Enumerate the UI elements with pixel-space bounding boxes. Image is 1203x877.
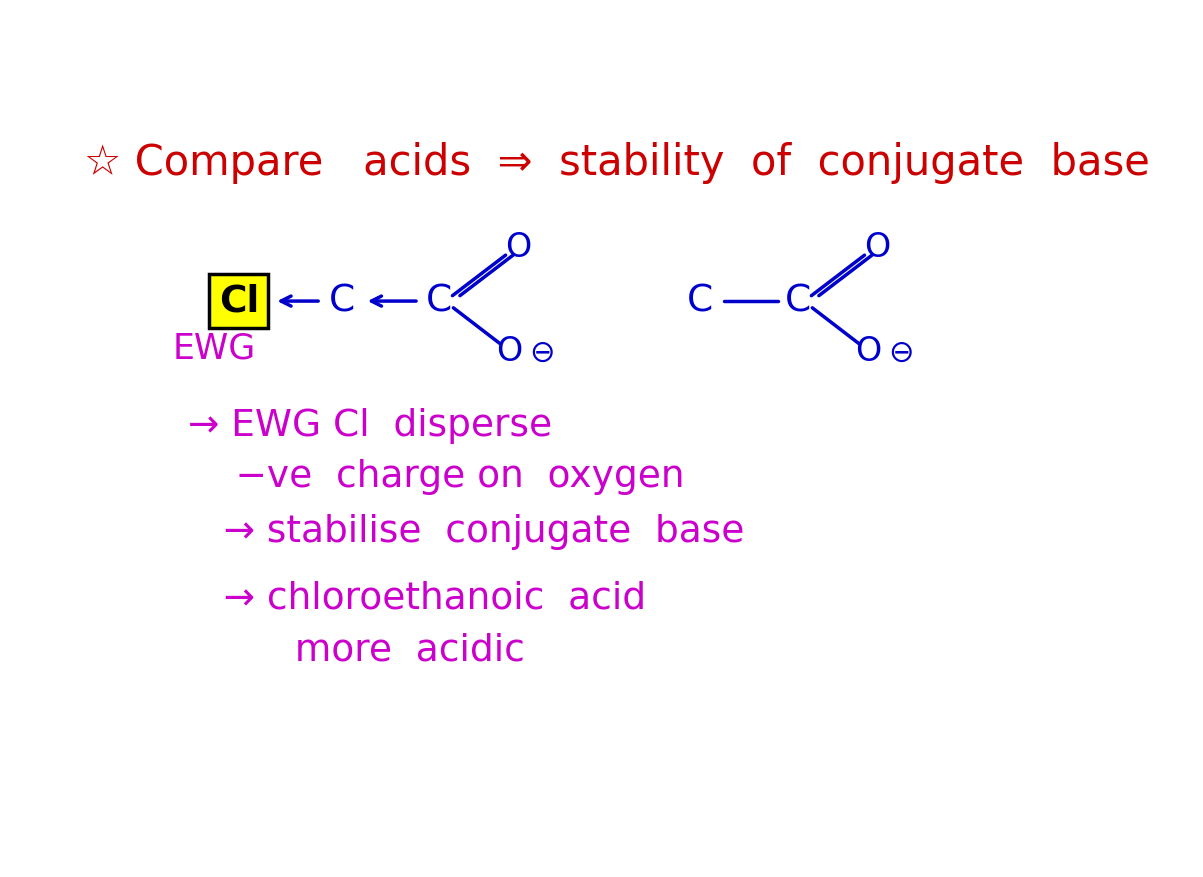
Text: O: O — [855, 335, 882, 368]
Text: C: C — [786, 283, 812, 319]
Text: C: C — [328, 283, 355, 319]
Text: ☆ Compare   acids  ⇒  stability  of  conjugate  base: ☆ Compare acids ⇒ stability of conjugate… — [83, 142, 1150, 184]
Text: Cl: Cl — [219, 283, 259, 319]
Text: EWG: EWG — [172, 332, 255, 366]
Text: → EWG Cl  disperse: → EWG Cl disperse — [188, 408, 552, 444]
Text: ⊖: ⊖ — [529, 339, 555, 367]
Text: → stabilise  conjugate  base: → stabilise conjugate base — [188, 514, 743, 550]
Text: more  acidic: more acidic — [188, 633, 525, 669]
Text: → chloroethanoic  acid: → chloroethanoic acid — [188, 581, 646, 617]
Text: −ve  charge on  oxygen: −ve charge on oxygen — [188, 459, 685, 495]
Text: O: O — [505, 231, 532, 264]
Text: C: C — [426, 283, 452, 319]
Text: O: O — [496, 335, 522, 368]
Text: C: C — [687, 283, 713, 319]
Text: O: O — [865, 231, 890, 264]
Text: ⊖: ⊖ — [888, 339, 913, 367]
